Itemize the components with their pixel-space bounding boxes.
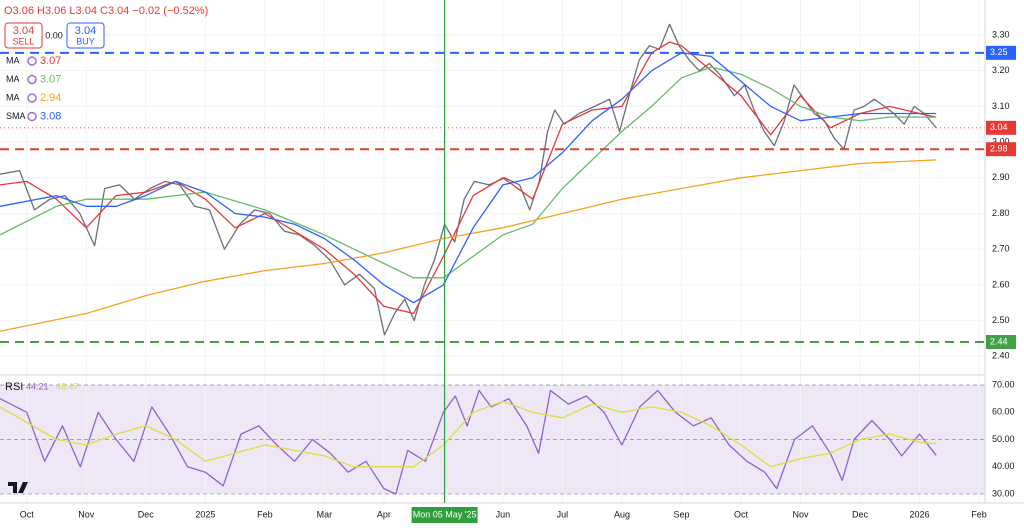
level-label-bg — [986, 45, 1016, 60]
last-price-bg — [986, 120, 1016, 135]
rsi-title: RSI — [5, 381, 23, 393]
legend-icon — [27, 111, 37, 122]
series-line — [0, 52, 937, 304]
series-line — [0, 400, 937, 468]
level-label-bg — [986, 335, 1016, 350]
y-tick-label: 2.40 — [992, 351, 1010, 361]
y-tick-label: 3.10 — [992, 101, 1010, 111]
sell-label: SELL — [12, 36, 34, 46]
legend-value: 3.07 — [40, 55, 61, 67]
y-tick-label: 2.70 — [992, 244, 1010, 254]
legend-icon — [27, 56, 37, 66]
x-tick-label: Nov — [78, 509, 95, 519]
level-label: 2.98 — [990, 144, 1008, 154]
spread: 0.00 — [45, 30, 63, 40]
x-tick-label: Dec — [138, 509, 155, 519]
sell-price: 3.04 — [13, 25, 34, 37]
legend-name: MA — [6, 92, 20, 102]
x-tick-label: Sep — [673, 509, 689, 519]
x-tick-label: Oct — [734, 509, 749, 519]
x-tick-label: 2026 — [910, 509, 930, 519]
y-tick-label: 3.20 — [992, 65, 1010, 75]
x-tick-label: Feb — [257, 509, 273, 519]
legend-name: SMA — [6, 111, 26, 121]
y-tick-label: 30.00 — [992, 488, 1015, 498]
legend-icon — [27, 74, 37, 85]
level-label: 3.25 — [990, 47, 1008, 57]
legend-name: MA — [6, 74, 20, 84]
legend-name: MA — [6, 55, 20, 65]
logo — [8, 482, 28, 493]
series-line — [0, 159, 937, 332]
crosshair-label: Mon 05 May '25 — [413, 509, 477, 519]
crosshair-label-bg — [411, 507, 478, 523]
y-tick-label: 40.00 — [992, 461, 1015, 471]
y-tick-label: 2.50 — [992, 315, 1010, 325]
legend-value: 3.08 — [40, 110, 61, 122]
plot-layer — [0, 0, 985, 503]
x-tick-label: Apr — [377, 509, 391, 519]
logo-shape — [8, 482, 28, 493]
rsi-legend-value: 44.21 — [26, 381, 49, 391]
series-line — [0, 66, 937, 279]
x-tick-label: Nov — [792, 509, 809, 519]
legend-value: 3.07 — [40, 73, 61, 85]
buy-button[interactable] — [66, 22, 105, 49]
sell-button[interactable] — [4, 22, 43, 49]
y-tick-label: 70.00 — [992, 379, 1015, 389]
y-tick-label: 3.00 — [992, 136, 1010, 146]
series-line — [0, 389, 937, 495]
buy-label: BUY — [76, 36, 95, 46]
y-tick-label: 2.60 — [992, 279, 1010, 289]
level-label: 2.44 — [990, 336, 1008, 346]
series-line — [0, 41, 937, 315]
x-tick-label: 2025 — [195, 509, 215, 519]
x-tick-label: Mar — [317, 509, 333, 519]
legend-icon — [27, 93, 37, 103]
buy-price: 3.04 — [75, 25, 96, 37]
legend-value: 2.94 — [40, 92, 61, 104]
x-tick-label: Dec — [852, 509, 869, 519]
legend: MA 3.07 MA 3.07 MA 2.94 SMA 3.08 44.21 48.47 — [6, 55, 79, 391]
x-tick-label: Feb — [971, 509, 987, 519]
x-tick-label: Aug — [614, 509, 630, 519]
last-price-label: 3.04 — [990, 122, 1008, 132]
x-tick-label: Jul — [557, 509, 569, 519]
y-tick-label: 2.80 — [992, 208, 1010, 218]
x-tick-label: Jun — [496, 509, 511, 519]
level-label-bg — [986, 142, 1016, 157]
y-tick-label: 2.90 — [992, 172, 1010, 182]
y-tick-label: 50.00 — [992, 434, 1015, 444]
rsi-legend-value: 48.47 — [56, 381, 79, 391]
x-tick-label: Oct — [20, 509, 35, 519]
ohlc-readout: O3.06 H3.06 L3.04 C3.04 −0.02 (−0.52%) — [4, 5, 208, 17]
y-tick-label: 60.00 — [992, 407, 1015, 417]
y-tick-label: 3.30 — [992, 29, 1010, 39]
